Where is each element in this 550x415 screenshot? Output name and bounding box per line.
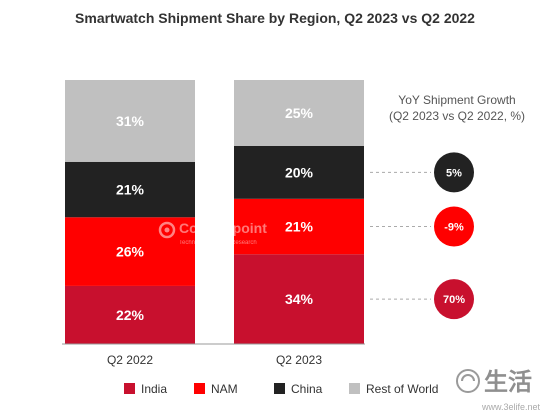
watermark-text: Counterpoint <box>179 220 267 236</box>
corner-url: www.3elife.net <box>481 402 541 412</box>
legend-swatch-china <box>274 383 285 394</box>
chart-title: Smartwatch Shipment Share by Region, Q2 … <box>75 10 475 26</box>
data-label-rest-of-world-q2-2023: 25% <box>285 105 314 121</box>
data-label-india-q2-2022: 22% <box>116 307 145 323</box>
yoy-circle-nam <box>434 206 474 247</box>
legend: India NAM China Rest of World <box>124 382 438 396</box>
bars-layer: 22% 26% 21% 31% 34% 21% 20% 25% <box>65 80 364 344</box>
yoy-label-nam: -9% <box>444 222 464 234</box>
lifestyle-logo-icon <box>456 369 480 393</box>
legend-label-nam: NAM <box>211 382 238 396</box>
watermark-subtitle: Technology Market Research <box>179 240 257 246</box>
data-label-nam-q2-2023: 21% <box>285 219 314 235</box>
corner-logo-text: 生活 <box>484 368 532 396</box>
yoy-label-china: 5% <box>446 167 462 179</box>
data-label-china-q2-2023: 20% <box>285 164 314 180</box>
bar-rest-of-world-q2-2022 <box>65 80 195 162</box>
data-label-india-q2-2023: 34% <box>285 291 314 307</box>
corner-logo: 生活 www.3elife.net <box>456 368 541 412</box>
data-label-china-q2-2022: 21% <box>116 182 145 198</box>
bar-china-q2-2023 <box>234 146 364 199</box>
yoy-title-line-1: YoY Shipment Growth <box>398 93 515 107</box>
legend-label-china: China <box>291 382 323 396</box>
legend-swatch-rest-of-world <box>349 383 360 394</box>
yoy-circle-china <box>434 152 474 193</box>
yoy-circle-india <box>434 279 474 320</box>
bar-nam-q2-2023 <box>234 198 364 255</box>
bar-rest-of-world-q2-2023 <box>234 80 364 146</box>
yoy-title-line-2: (Q2 2023 vs Q2 2022, %) <box>389 109 525 123</box>
x-tick-label-q2-2023: Q2 2023 <box>276 353 322 367</box>
yoy-label-india: 70% <box>443 294 465 306</box>
bar-india-q2-2023 <box>234 254 364 344</box>
legend-label-rest-of-world: Rest of World <box>366 382 438 396</box>
data-label-nam-q2-2022: 26% <box>116 244 145 260</box>
legend-label-india: India <box>141 382 167 396</box>
counterpoint-logo-icon <box>158 221 176 239</box>
x-tick-label-q2-2022: Q2 2022 <box>107 353 153 367</box>
legend-swatch-india <box>124 383 135 394</box>
yoy-growth-panel: YoY Shipment Growth (Q2 2023 vs Q2 2022, … <box>370 93 525 320</box>
bar-china-q2-2022 <box>65 161 195 218</box>
watermark: Counterpoint Technology Market Research <box>158 220 267 246</box>
legend-swatch-nam <box>194 383 205 394</box>
bar-india-q2-2022 <box>65 285 195 344</box>
data-label-rest-of-world-q2-2022: 31% <box>116 113 145 129</box>
x-axis: Q2 2022 Q2 2023 <box>62 343 365 367</box>
